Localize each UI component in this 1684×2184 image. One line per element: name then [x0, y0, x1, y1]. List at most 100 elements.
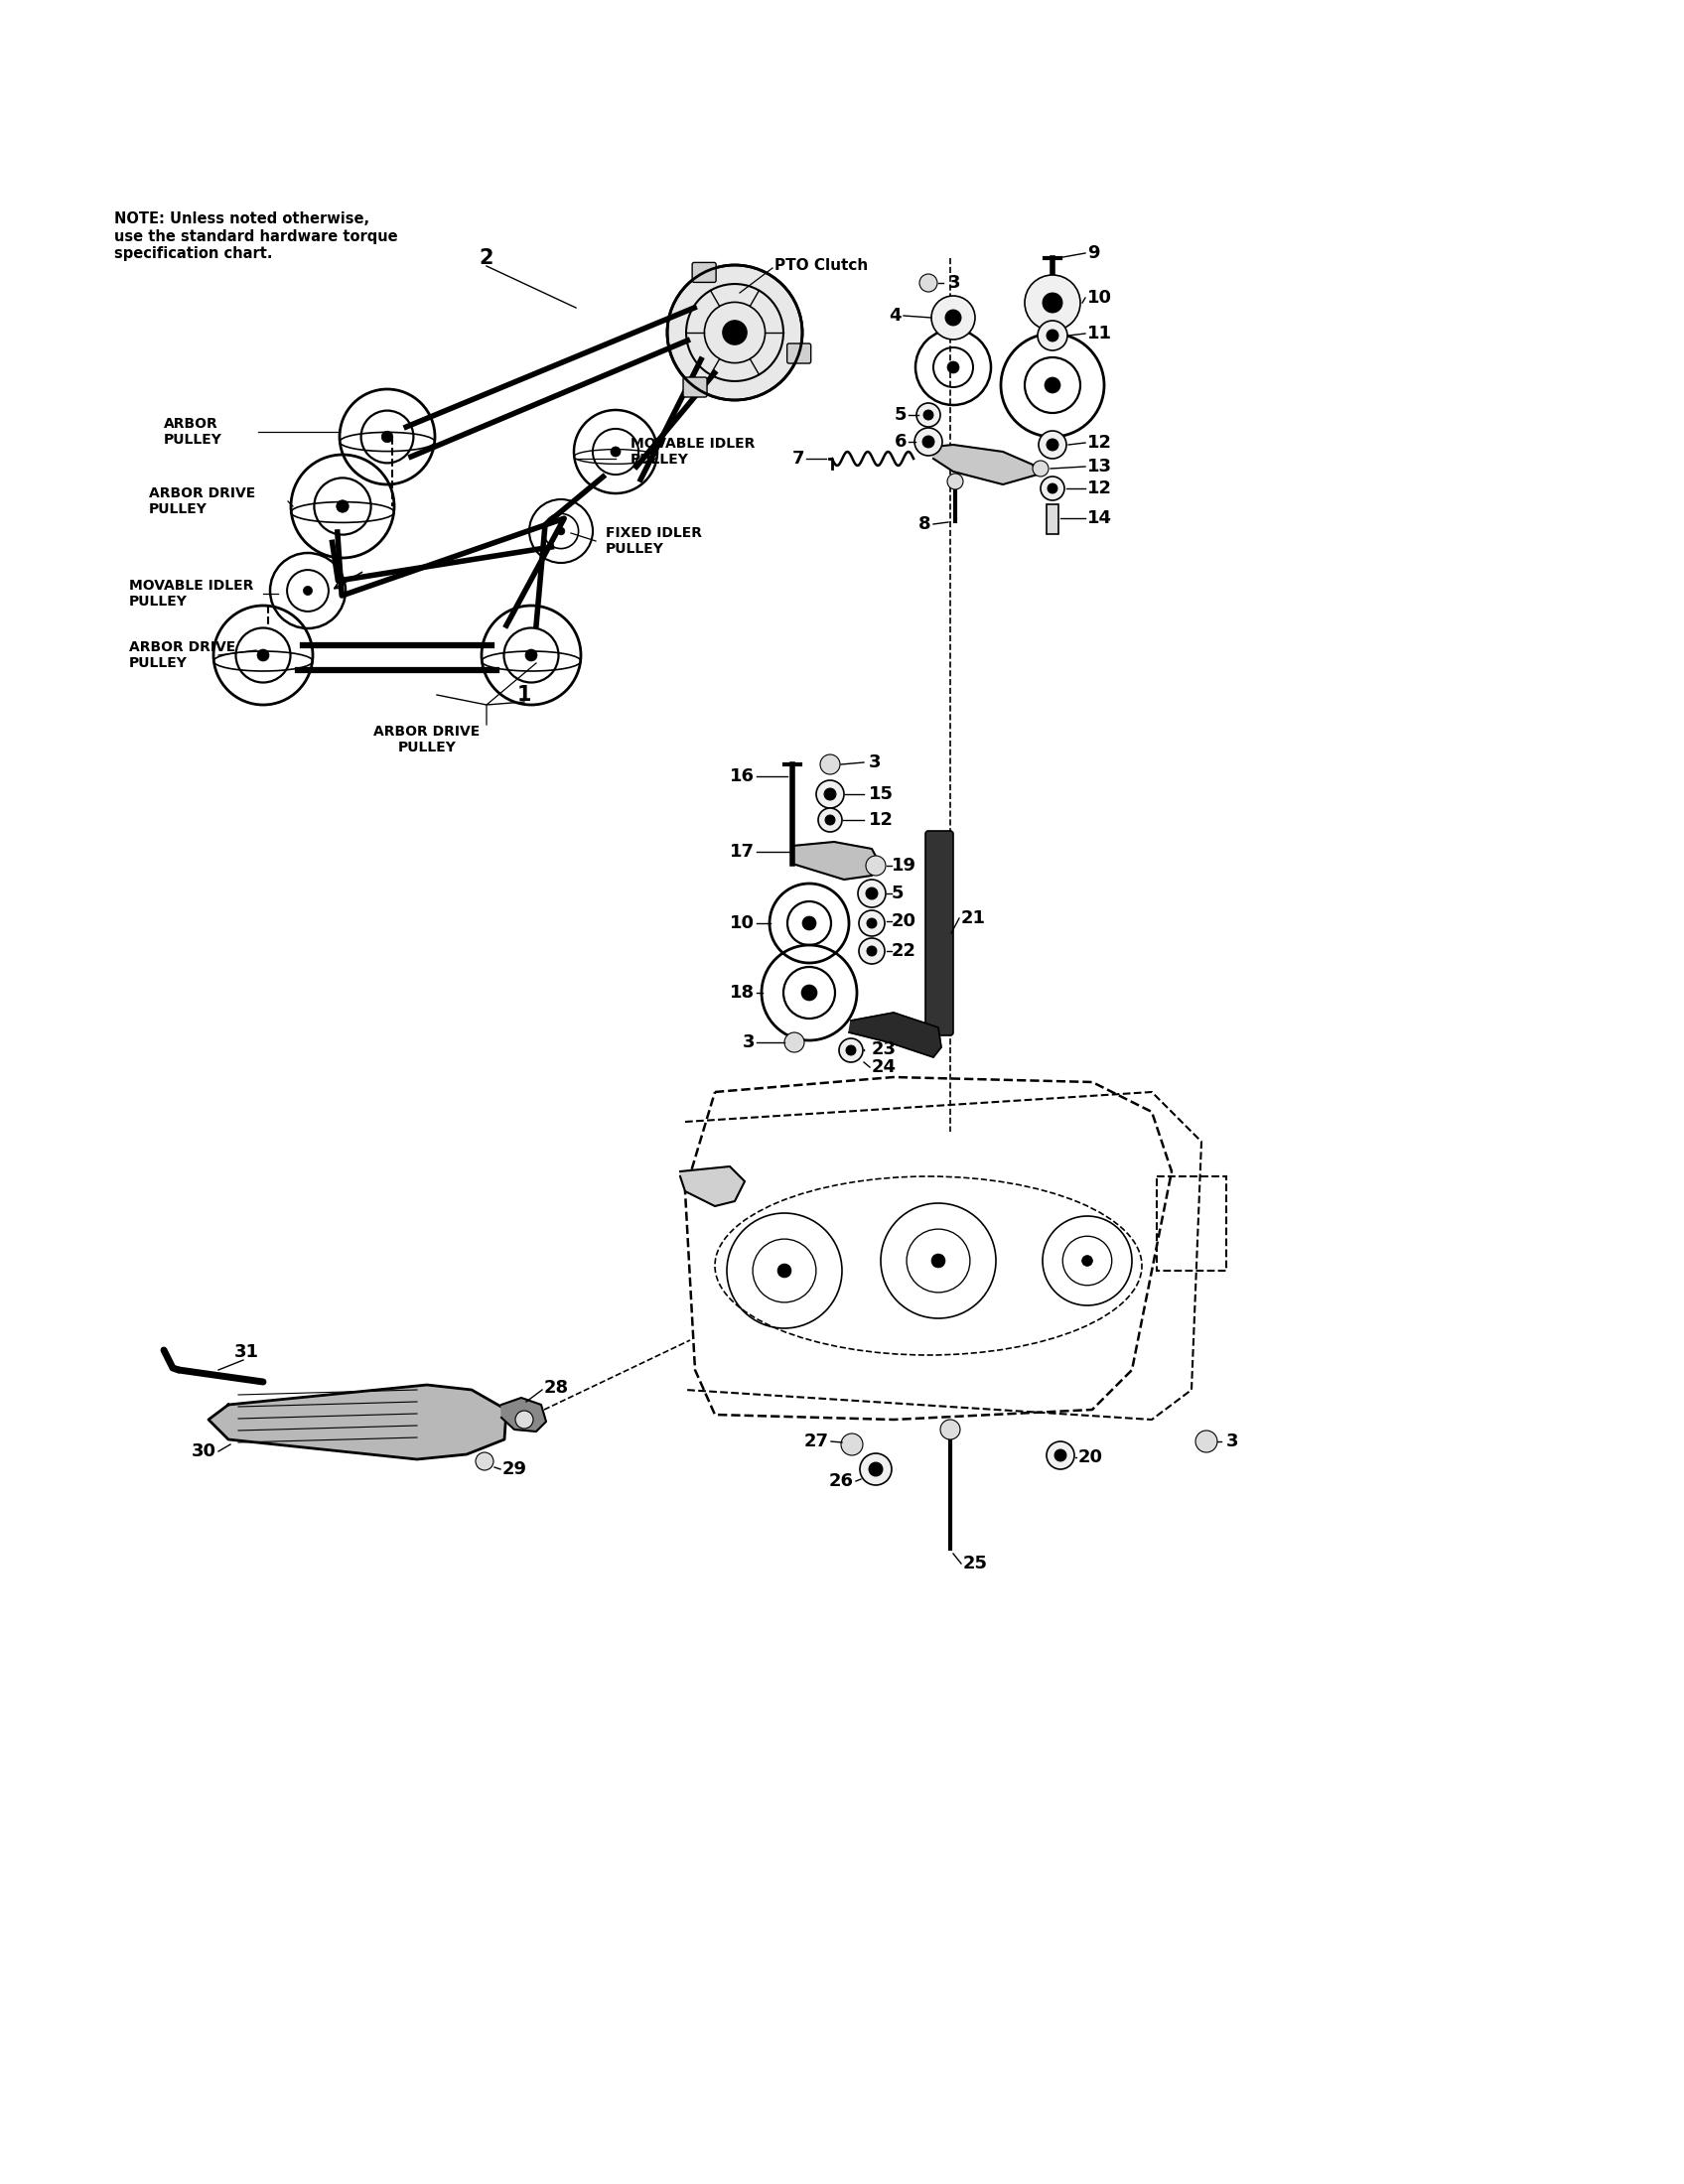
- Text: 20: 20: [1078, 1448, 1103, 1465]
- Text: 13: 13: [1088, 459, 1111, 476]
- Text: 9: 9: [1088, 245, 1100, 262]
- Circle shape: [859, 911, 884, 937]
- Circle shape: [303, 585, 312, 596]
- Text: 3: 3: [743, 1033, 754, 1051]
- Text: 19: 19: [891, 856, 916, 874]
- Text: 11: 11: [1088, 325, 1111, 343]
- Text: 18: 18: [729, 983, 754, 1002]
- Circle shape: [258, 649, 269, 662]
- Text: 1: 1: [517, 686, 532, 705]
- FancyBboxPatch shape: [692, 262, 716, 282]
- Circle shape: [1032, 461, 1049, 476]
- Text: FIXED IDLER
PULLEY: FIXED IDLER PULLEY: [606, 526, 702, 557]
- Text: NOTE: Unless noted otherwise,
use the standard hardware torque
specification cha: NOTE: Unless noted otherwise, use the st…: [115, 212, 397, 262]
- Text: 29: 29: [502, 1461, 527, 1479]
- Circle shape: [1046, 1441, 1074, 1470]
- Polygon shape: [209, 1385, 507, 1459]
- Circle shape: [667, 264, 802, 400]
- Circle shape: [817, 780, 844, 808]
- Circle shape: [337, 500, 349, 513]
- Text: 30: 30: [192, 1441, 217, 1461]
- Circle shape: [916, 404, 940, 426]
- Circle shape: [823, 788, 835, 799]
- Circle shape: [859, 939, 884, 963]
- Text: 12: 12: [869, 810, 894, 830]
- Text: 12: 12: [1088, 480, 1111, 498]
- Text: 6: 6: [894, 432, 906, 450]
- Circle shape: [818, 808, 842, 832]
- Text: ARBOR DRIVE
PULLEY: ARBOR DRIVE PULLEY: [130, 640, 236, 670]
- Text: 21: 21: [962, 909, 985, 928]
- Text: 27: 27: [805, 1433, 829, 1450]
- Circle shape: [557, 526, 564, 535]
- Text: 24: 24: [872, 1059, 896, 1077]
- Circle shape: [820, 753, 840, 775]
- FancyBboxPatch shape: [684, 378, 707, 397]
- Text: PTO Clutch: PTO Clutch: [775, 258, 867, 273]
- Text: 25: 25: [963, 1555, 989, 1572]
- Circle shape: [778, 1265, 791, 1278]
- Polygon shape: [793, 841, 879, 880]
- Text: 3: 3: [948, 273, 960, 293]
- Text: 5: 5: [891, 885, 904, 902]
- Circle shape: [1041, 476, 1064, 500]
- Text: 10: 10: [729, 915, 754, 933]
- Circle shape: [840, 1433, 862, 1455]
- Circle shape: [1039, 430, 1066, 459]
- Circle shape: [923, 437, 935, 448]
- Circle shape: [946, 360, 960, 373]
- Circle shape: [946, 474, 963, 489]
- Circle shape: [825, 815, 835, 826]
- FancyBboxPatch shape: [786, 343, 812, 363]
- FancyBboxPatch shape: [926, 830, 953, 1035]
- Text: 10: 10: [1088, 288, 1111, 306]
- Text: ARBOR DRIVE
PULLEY: ARBOR DRIVE PULLEY: [374, 725, 480, 756]
- Circle shape: [857, 880, 886, 906]
- Circle shape: [931, 1254, 945, 1267]
- Text: 4: 4: [889, 306, 901, 325]
- Circle shape: [869, 1463, 882, 1476]
- Circle shape: [931, 295, 975, 339]
- Bar: [1046, 505, 1059, 535]
- Circle shape: [1042, 293, 1063, 312]
- Text: 14: 14: [1088, 509, 1111, 526]
- Circle shape: [1196, 1431, 1218, 1452]
- Circle shape: [475, 1452, 493, 1470]
- Polygon shape: [502, 1398, 546, 1431]
- Text: 23: 23: [872, 1040, 896, 1059]
- Circle shape: [382, 430, 392, 443]
- Text: 5: 5: [894, 406, 906, 424]
- Text: 22: 22: [891, 941, 916, 961]
- Text: 16: 16: [729, 767, 754, 786]
- Circle shape: [722, 321, 748, 345]
- Circle shape: [945, 310, 962, 325]
- Circle shape: [1046, 439, 1059, 450]
- Text: 28: 28: [544, 1378, 569, 1398]
- Text: 26: 26: [829, 1472, 854, 1489]
- Circle shape: [866, 887, 877, 900]
- Circle shape: [1046, 330, 1059, 341]
- Circle shape: [914, 428, 943, 456]
- Circle shape: [802, 985, 817, 1000]
- Text: 31: 31: [234, 1343, 259, 1361]
- Circle shape: [839, 1037, 862, 1061]
- Polygon shape: [933, 446, 1037, 485]
- Circle shape: [861, 1452, 891, 1485]
- Text: 7: 7: [791, 450, 805, 467]
- Circle shape: [867, 917, 877, 928]
- Text: 3: 3: [1226, 1433, 1239, 1450]
- Circle shape: [785, 1033, 805, 1053]
- Circle shape: [1081, 1256, 1093, 1267]
- Text: 3: 3: [869, 753, 881, 771]
- Text: 12: 12: [1088, 435, 1111, 452]
- Text: ARBOR
PULLEY: ARBOR PULLEY: [163, 417, 222, 448]
- Polygon shape: [680, 1166, 744, 1206]
- Text: ARBOR DRIVE
PULLEY: ARBOR DRIVE PULLEY: [148, 487, 256, 515]
- Circle shape: [802, 917, 817, 930]
- Text: 20: 20: [891, 913, 916, 930]
- Text: 2: 2: [480, 249, 493, 269]
- Circle shape: [940, 1420, 960, 1439]
- Circle shape: [867, 946, 877, 957]
- Circle shape: [1037, 321, 1068, 349]
- Polygon shape: [849, 1013, 941, 1057]
